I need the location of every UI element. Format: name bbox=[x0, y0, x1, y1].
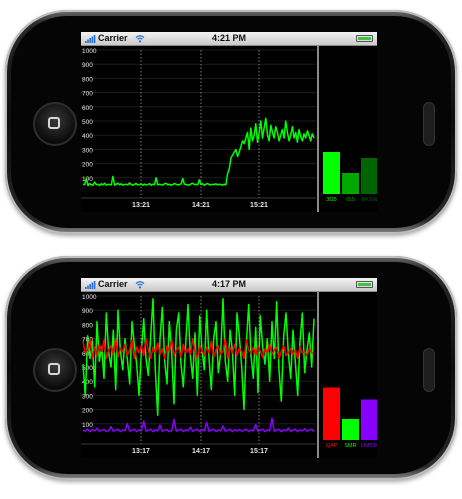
y-tick-label: 200 bbox=[82, 408, 93, 415]
y-tick-label: 900 bbox=[82, 62, 93, 69]
bar bbox=[361, 399, 377, 440]
bar-label: BKSW bbox=[361, 197, 377, 203]
y-tick-label: 800 bbox=[82, 322, 93, 329]
signal-bars-icon bbox=[85, 281, 96, 289]
bar-label: QAP bbox=[326, 443, 338, 449]
y-tick-label: 300 bbox=[82, 147, 93, 154]
bar-label: SMR bbox=[344, 443, 356, 449]
y-tick-label: 600 bbox=[82, 105, 93, 112]
y-tick-label: 300 bbox=[82, 393, 93, 400]
carrier-label: Carrier bbox=[98, 279, 128, 289]
x-tick-label: 14:17 bbox=[192, 448, 210, 455]
speaker-grille bbox=[423, 102, 435, 146]
bar-label: OMCM bbox=[361, 443, 377, 449]
bar bbox=[361, 158, 377, 194]
bar-label: 3G5 bbox=[326, 197, 336, 203]
home-square-icon bbox=[48, 117, 60, 129]
battery-icon bbox=[356, 35, 373, 42]
home-button[interactable] bbox=[33, 102, 77, 146]
status-bar: Carrier 4:17 PM bbox=[81, 278, 377, 292]
y-tick-label: 100 bbox=[82, 176, 93, 183]
y-tick-label: 400 bbox=[82, 133, 93, 140]
status-time: 4:17 PM bbox=[211, 279, 246, 289]
bar bbox=[342, 419, 359, 440]
bar-label: ISS bbox=[346, 197, 355, 203]
x-tick-label: 15:21 bbox=[250, 202, 268, 209]
series-line bbox=[82, 417, 315, 433]
y-tick-label: 800 bbox=[82, 76, 93, 83]
y-tick-label: 1000 bbox=[82, 48, 97, 55]
series-line bbox=[82, 337, 315, 360]
battery-icon bbox=[356, 281, 373, 288]
phone-frame-bottom: Carrier 4:17 PM 1000 900 800 700 600 500 400 30… bbox=[5, 256, 457, 480]
status-time: 4:21 PM bbox=[211, 33, 246, 43]
screen: Carrier 4:17 PM 1000 900 800 700 600 500 400 30… bbox=[81, 278, 377, 458]
y-tick-label: 100 bbox=[82, 422, 93, 429]
home-square-icon bbox=[48, 363, 60, 375]
y-tick-label: 500 bbox=[82, 119, 93, 126]
y-tick-label: 700 bbox=[82, 91, 93, 98]
wifi-icon bbox=[135, 35, 145, 43]
bar bbox=[323, 387, 340, 440]
y-tick-label: 900 bbox=[82, 308, 93, 315]
signal-bars-icon bbox=[85, 35, 96, 43]
x-tick-label: 14:21 bbox=[192, 202, 210, 209]
home-button[interactable] bbox=[33, 348, 77, 392]
x-tick-label: 13:21 bbox=[132, 202, 150, 209]
speaker-grille bbox=[423, 348, 435, 392]
series-line bbox=[82, 117, 315, 187]
bar bbox=[323, 152, 340, 194]
x-tick-label: 13:17 bbox=[132, 448, 150, 455]
wifi-icon bbox=[135, 281, 145, 289]
x-tick-label: 15:17 bbox=[250, 448, 268, 455]
chart-area: 1000 900 800 700 600 500 400 300 200 100 13:21 14:2… bbox=[81, 46, 377, 212]
y-tick-label: 400 bbox=[82, 379, 93, 386]
bar bbox=[342, 173, 359, 194]
screen: Carrier 4:21 PM 1000 900 800 700 600 500 400 30… bbox=[81, 32, 377, 212]
y-tick-label: 200 bbox=[82, 162, 93, 169]
y-tick-label: 500 bbox=[82, 365, 93, 372]
carrier-label: Carrier bbox=[98, 33, 128, 43]
status-bar: Carrier 4:21 PM bbox=[81, 32, 377, 46]
phone-frame-top: Carrier 4:21 PM 1000 900 800 700 600 500 400 30… bbox=[5, 10, 457, 234]
y-tick-label: 1000 bbox=[82, 294, 97, 301]
